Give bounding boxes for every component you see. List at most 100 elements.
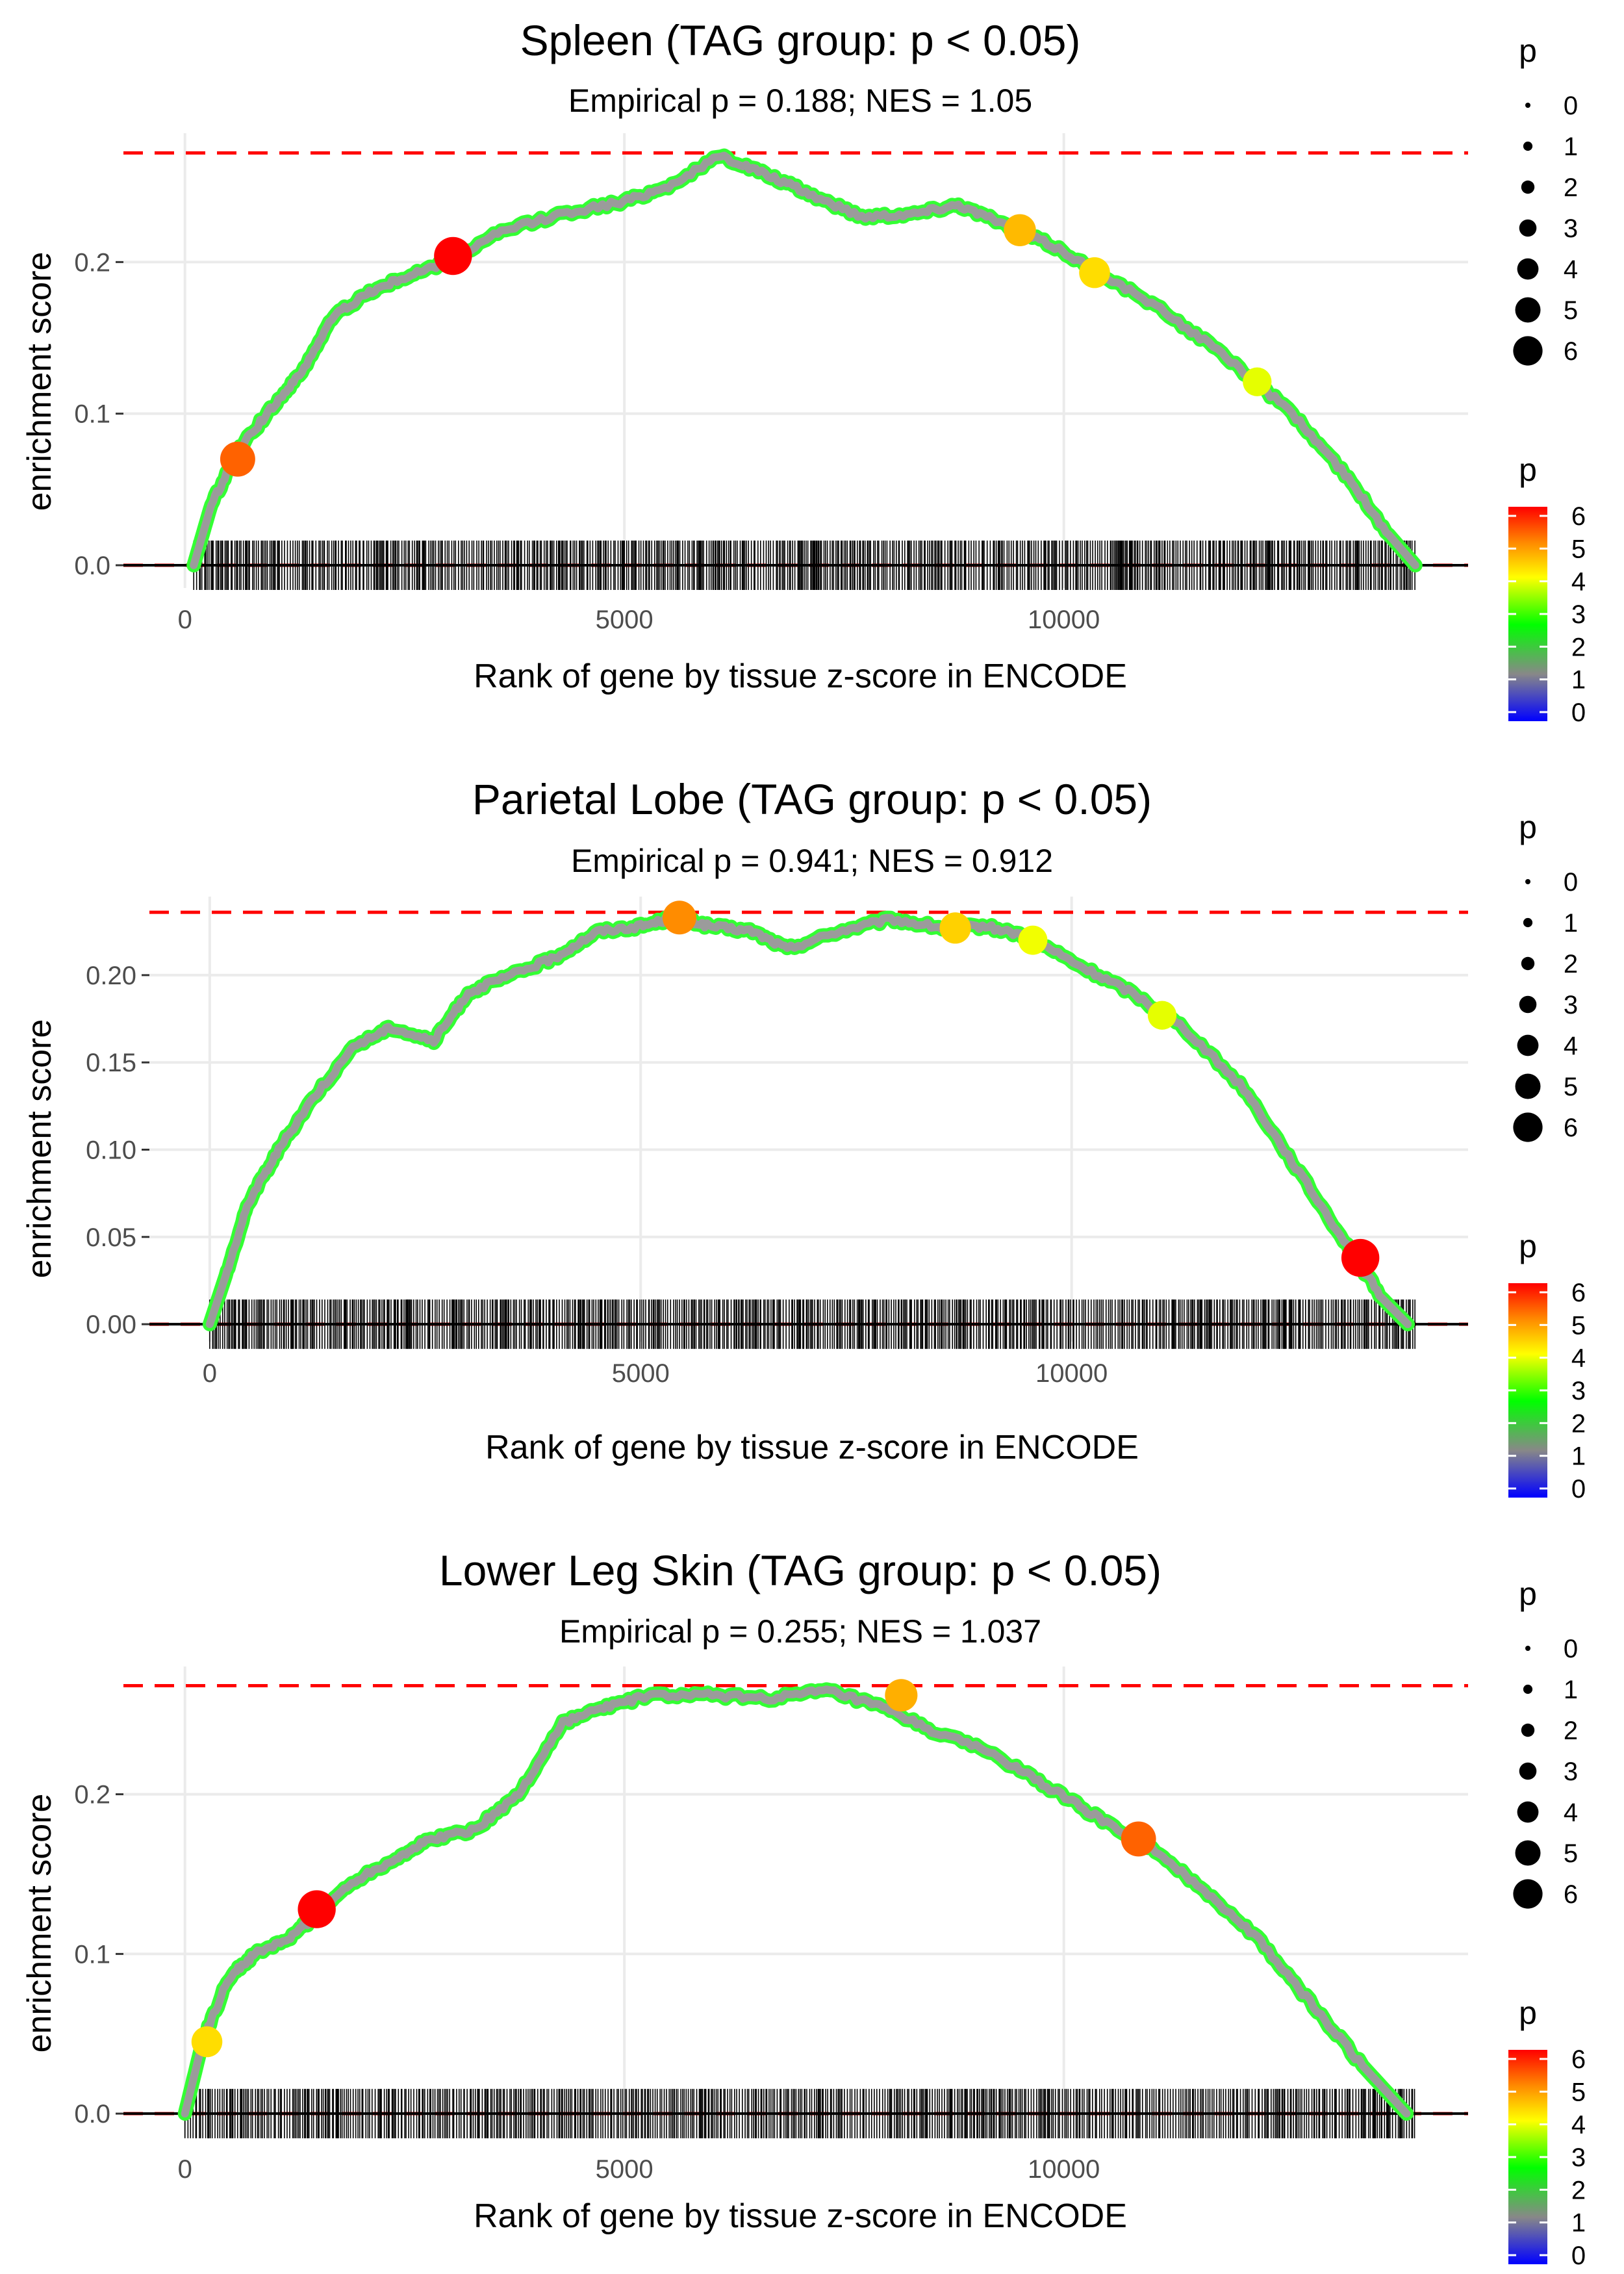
color-legend-label: 4 [1571, 568, 1586, 596]
size-legend-label: 6 [1564, 337, 1578, 366]
x-tick-label: 5000 [612, 1359, 670, 1388]
size-legend-dot [1519, 995, 1537, 1014]
es-curve [181, 1685, 1411, 2118]
size-legend-dot [1513, 1112, 1543, 1142]
y-tick-label: 0.2 [74, 1781, 110, 1809]
y-tick-label: 0.1 [74, 1940, 110, 1969]
color-legend-label: 5 [1571, 2078, 1586, 2106]
highlight-point [434, 236, 472, 275]
size-legend-label: 6 [1564, 1880, 1578, 1909]
x-axis-title: Rank of gene by tissue z-score in ENCODE [485, 1429, 1139, 1466]
size-legend-label: 1 [1564, 909, 1578, 938]
size-legend-label: 2 [1564, 1717, 1578, 1745]
color-legend-label: 0 [1571, 2242, 1586, 2270]
size-legend-label: 4 [1564, 255, 1578, 284]
size-legend-dot [1515, 1840, 1541, 1866]
y-tick-label: 0.0 [74, 552, 110, 580]
size-legend-title: p [1519, 32, 1537, 69]
x-tick-label: 5000 [596, 606, 653, 634]
size-legend-dot [1523, 141, 1533, 151]
x-tick-label: 0 [203, 1359, 217, 1388]
x-tick-label: 0 [178, 2155, 192, 2184]
panel-lower-leg-skin: Lower Leg Skin (TAG group: p < 0.05) Emp… [21, 1546, 1468, 2235]
color-legend-label: 6 [1571, 2045, 1586, 2074]
size-legend-label: 5 [1564, 296, 1578, 325]
highlight-point [1004, 214, 1036, 247]
size-legend-title: p [1519, 1576, 1537, 1612]
x-tick-label: 5000 [596, 2155, 653, 2184]
size-legend-label: 2 [1564, 950, 1578, 978]
x-tick-label: 0 [178, 606, 192, 634]
highlight-point [1147, 1001, 1177, 1030]
size-legend-label: 1 [1564, 1676, 1578, 1704]
x-tick-label: 10000 [1028, 606, 1100, 634]
size-legend-label: 2 [1564, 173, 1578, 202]
es-curve-halo [202, 909, 1415, 1332]
highlight-point [939, 912, 971, 944]
highlight-point [220, 441, 255, 477]
highlight-point [885, 1679, 918, 1712]
y-tick-label: 0.20 [86, 962, 136, 990]
size-legend-dot [1521, 956, 1535, 971]
size-legend-dot [1523, 1684, 1533, 1694]
y-tick-label: 0.1 [74, 400, 110, 429]
size-legend-label: 5 [1564, 1839, 1578, 1868]
color-legend-title: p [1519, 1228, 1537, 1264]
size-legend-label: 4 [1564, 1798, 1578, 1827]
size-legend-label: 0 [1564, 868, 1578, 897]
size-legend-label: 3 [1564, 991, 1578, 1019]
size-legend-label: 3 [1564, 1757, 1578, 1786]
panel-subtitle: Empirical p = 0.255; NES = 1.037 [559, 1613, 1041, 1650]
panel-title: Spleen (TAG group: p < 0.05) [520, 16, 1081, 64]
color-legend-label: 0 [1571, 1475, 1586, 1503]
color-legend-label: 3 [1571, 2143, 1586, 2172]
size-legend-label: 0 [1564, 92, 1578, 120]
y-axis-title: enrichment score [21, 1019, 58, 1279]
y-axis-title: enrichment score [21, 252, 58, 511]
size-legend-label: 3 [1564, 214, 1578, 243]
color-legend-label: 2 [1571, 2176, 1586, 2204]
panel-subtitle: Empirical p = 0.188; NES = 1.05 [568, 83, 1032, 119]
highlight-point [1341, 1238, 1380, 1277]
highlight-point [662, 901, 696, 935]
color-legend-label: 1 [1571, 2209, 1586, 2238]
highlight-point [1243, 367, 1272, 396]
color-legend-label: 3 [1571, 600, 1586, 629]
color-legend-label: 3 [1571, 1377, 1586, 1405]
color-legend-label: 1 [1571, 666, 1586, 695]
size-legend-dot [1525, 879, 1530, 884]
size-legend-dot [1519, 219, 1537, 237]
legends: p0123456p6543210p0123456p6543210p0123456… [1508, 32, 1586, 2270]
es-curve [190, 151, 1419, 569]
color-legend-label: 5 [1571, 535, 1586, 563]
size-legend-dot [1525, 1646, 1530, 1651]
size-legend-label: 1 [1564, 133, 1578, 161]
es-curve-halo [177, 1682, 1414, 2121]
size-legend-dot [1517, 1801, 1539, 1823]
size-legend-label: 6 [1564, 1114, 1578, 1142]
y-tick-label: 0.05 [86, 1223, 136, 1252]
color-legend-label: 6 [1571, 1279, 1586, 1307]
size-legend-dot [1513, 336, 1543, 366]
highlight-point [191, 2026, 223, 2058]
highlight-point [298, 1890, 336, 1928]
y-axis-title: enrichment score [21, 1794, 58, 2053]
es-curve-accent [207, 913, 1410, 1327]
panel-title: Parietal Lobe (TAG group: p < 0.05) [472, 775, 1152, 823]
x-tick-label: 10000 [1028, 2155, 1100, 2184]
color-legend-label: 0 [1571, 698, 1586, 727]
size-legend-label: 0 [1564, 1635, 1578, 1663]
y-tick-label: 0.15 [86, 1049, 136, 1077]
size-legend-dot [1517, 258, 1539, 280]
highlight-point [1121, 1821, 1156, 1857]
size-legend-dot [1515, 1073, 1541, 1099]
panel-spleen: Spleen (TAG group: p < 0.05) Empirical p… [21, 16, 1468, 695]
size-legend-dot [1523, 917, 1533, 928]
size-legend-dot [1525, 103, 1530, 108]
x-axis-title: Rank of gene by tissue z-score in ENCODE [474, 658, 1127, 695]
plot-area-lower-leg-skin: 0 5000 10000 0.0 0.1 0.2 [74, 1667, 1468, 2184]
y-tick-label: 0.00 [86, 1310, 136, 1339]
